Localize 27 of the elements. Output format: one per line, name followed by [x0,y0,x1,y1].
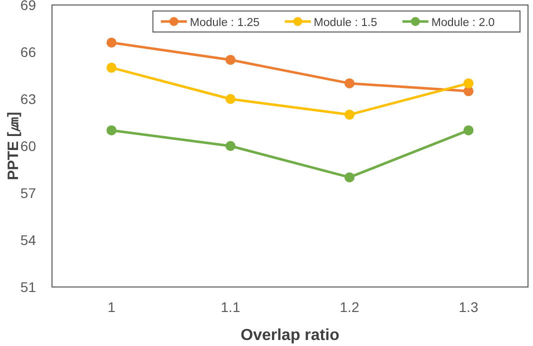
point [106,125,116,136]
y-tick-label: 51 [20,279,36,295]
x-tick-label: 1 [108,299,116,315]
x-tick-label: 1.2 [340,299,360,315]
x-tick-label: 1.3 [458,299,478,315]
point [226,94,236,104]
y-tick-label: 57 [20,185,36,201]
point [344,172,354,182]
x-tick-label: 1.1 [220,299,240,315]
legend-label: Module : 1.5 [314,17,378,29]
y-tick-label: 54 [20,232,36,248]
y-axis-title: PPTE [㎛] [5,112,22,180]
point [106,62,116,73]
point [464,78,474,88]
y-tick-label: 60 [20,138,36,154]
y-tick-label: 69 [20,0,36,13]
legend-label: Module : 1.25 [190,17,260,29]
point [344,78,354,88]
point [464,125,474,136]
legend-label: Module : 2.0 [431,17,495,29]
point [226,54,236,65]
point [106,38,116,48]
y-tick-label: 66 [20,44,36,60]
y-tick-label: 63 [20,91,36,107]
point [344,110,354,120]
point [226,141,236,151]
x-axis-title: Overlap ratio [240,327,340,344]
